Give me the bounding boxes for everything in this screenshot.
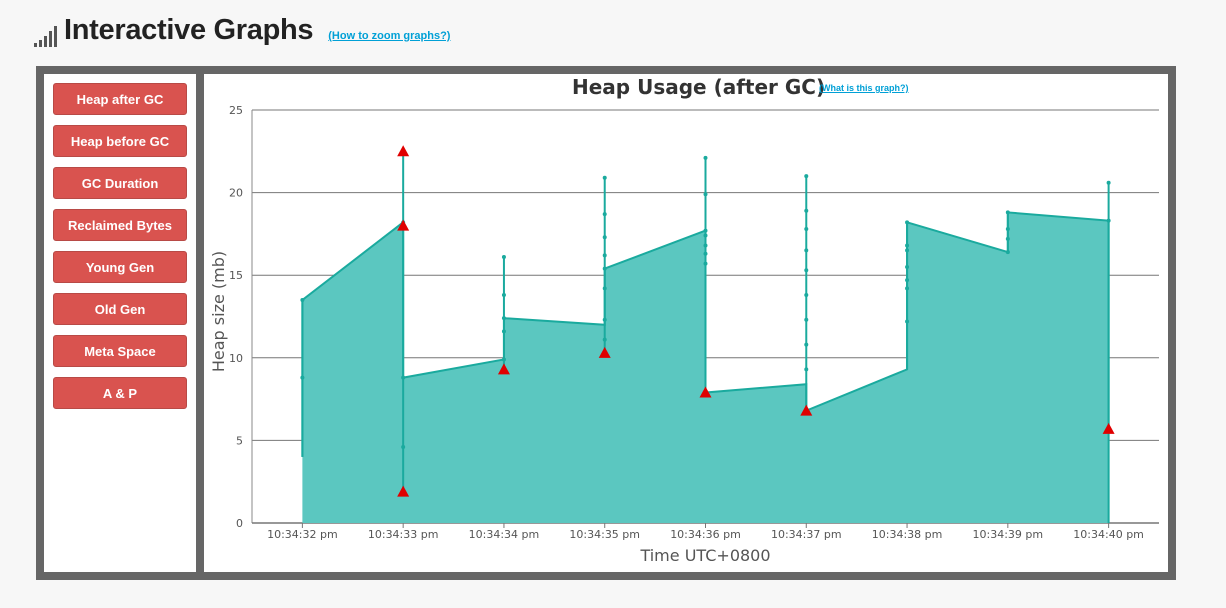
- graph-menu: Heap after GC Heap before GC GC Duration…: [44, 74, 196, 572]
- data-point: [905, 319, 910, 324]
- y-tick-label: 10: [229, 352, 243, 365]
- data-point: [602, 337, 607, 342]
- gc-event-marker: [397, 145, 410, 157]
- data-point: [501, 293, 506, 298]
- data-point: [1005, 210, 1010, 215]
- young-gen-button[interactable]: Young Gen: [53, 251, 187, 283]
- data-point: [501, 255, 506, 260]
- y-tick-label: 5: [236, 434, 243, 447]
- what-is-this-graph-link[interactable]: (What is this graph?): [819, 83, 909, 93]
- data-point: [1005, 236, 1010, 241]
- data-point: [703, 261, 708, 266]
- how-to-zoom-link[interactable]: (How to zoom graphs?): [328, 30, 451, 42]
- data-point: [602, 175, 607, 180]
- gc-duration-button[interactable]: GC Duration: [53, 167, 187, 199]
- a-and-p-button[interactable]: A & P: [53, 377, 187, 409]
- x-tick-label: 10:34:40 pm: [1073, 528, 1144, 541]
- data-point: [703, 192, 708, 197]
- gc-event-marker: [397, 485, 410, 497]
- data-point: [501, 329, 506, 334]
- x-tick-label: 10:34:32 pm: [267, 528, 338, 541]
- page-header: Interactive Graphs (How to zoom graphs?): [34, 10, 450, 50]
- x-tick-label: 10:34:34 pm: [469, 528, 540, 541]
- data-point: [602, 266, 607, 271]
- y-tick-label: 25: [229, 104, 243, 117]
- x-tick-label: 10:34:33 pm: [368, 528, 439, 541]
- data-point: [602, 235, 607, 240]
- chart-title: Heap Usage (after GC): [572, 75, 826, 99]
- data-point: [804, 248, 809, 253]
- data-point: [804, 367, 809, 372]
- graphs-frame: Heap after GC Heap before GC GC Duration…: [36, 66, 1176, 580]
- data-point: [905, 248, 910, 253]
- data-point: [703, 243, 708, 248]
- heap-before-gc-button[interactable]: Heap before GC: [53, 125, 187, 157]
- data-point: [1005, 250, 1010, 255]
- chart-panel: Heap Usage (after GC) (What is this grap…: [204, 74, 1168, 572]
- data-point: [401, 375, 406, 380]
- reclaimed-bytes-button[interactable]: Reclaimed Bytes: [53, 209, 187, 241]
- heap-usage-chart[interactable]: 0 5 10 15 20 25 10:34:32 pm 10:34:33 pm 10:34:34…: [204, 74, 1168, 572]
- gc-event-marker: [800, 404, 813, 416]
- data-point: [905, 220, 910, 225]
- data-point: [1005, 226, 1010, 231]
- x-tick-label: 10:34:39 pm: [973, 528, 1044, 541]
- data-point: [602, 253, 607, 258]
- data-point: [501, 357, 506, 362]
- old-gen-button[interactable]: Old Gen: [53, 293, 187, 325]
- y-tick-label: 15: [229, 269, 243, 282]
- meta-space-button[interactable]: Meta Space: [53, 335, 187, 367]
- data-point: [703, 233, 708, 238]
- chart-header: Heap Usage (after GC) (What is this grap…: [204, 74, 1168, 100]
- data-point: [703, 155, 708, 160]
- data-point: [1106, 180, 1111, 185]
- y-axis-title: Heap size (mb): [209, 251, 228, 372]
- gc-event-marker: [699, 386, 712, 398]
- x-tick-label: 10:34:38 pm: [872, 528, 943, 541]
- data-point: [905, 243, 910, 248]
- data-point: [602, 317, 607, 322]
- data-point: [804, 293, 809, 298]
- heap-after-gc-button[interactable]: Heap after GC: [53, 83, 187, 115]
- x-tick-label: 10:34:37 pm: [771, 528, 842, 541]
- data-point: [703, 251, 708, 256]
- gc-event-marker: [497, 363, 510, 375]
- x-axis-title: Time UTC+0800: [639, 546, 770, 565]
- data-point: [1106, 218, 1111, 223]
- y-tick-label: 20: [229, 187, 243, 200]
- gc-event-marker: [397, 219, 410, 231]
- data-point: [804, 226, 809, 231]
- x-tick-label: 10:34:35 pm: [569, 528, 640, 541]
- data-point: [804, 174, 809, 179]
- data-point: [905, 278, 910, 283]
- signal-bars-icon: [34, 19, 57, 47]
- data-point: [401, 445, 406, 450]
- data-point: [905, 264, 910, 269]
- data-point: [501, 316, 506, 321]
- data-point: [804, 268, 809, 273]
- page-title: Interactive Graphs: [64, 13, 314, 46]
- data-point: [602, 286, 607, 291]
- data-point: [602, 212, 607, 217]
- data-point: [804, 208, 809, 213]
- gc-event-marker: [1102, 422, 1115, 434]
- data-point: [300, 375, 305, 380]
- y-tick-label: 0: [236, 517, 243, 530]
- data-point: [804, 317, 809, 322]
- data-point: [804, 342, 809, 347]
- data-point: [300, 297, 305, 302]
- gc-event-marker: [598, 346, 611, 358]
- data-point: [703, 228, 708, 233]
- data-point: [905, 286, 910, 291]
- x-tick-label: 10:34:36 pm: [670, 528, 741, 541]
